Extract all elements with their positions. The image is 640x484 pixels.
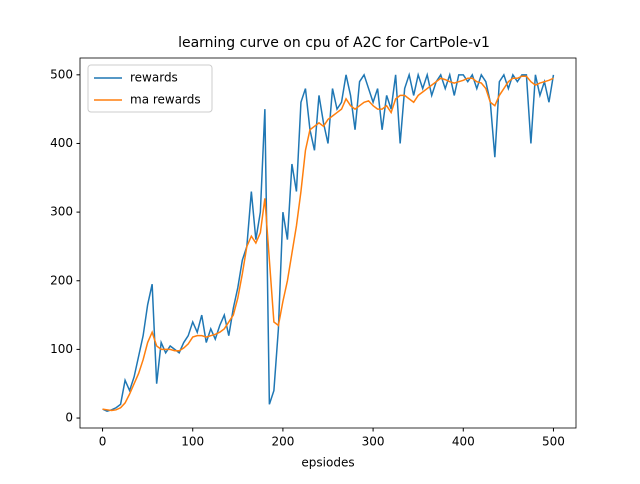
line-series (102, 71, 555, 412)
y-tick-label: 300 (50, 205, 73, 219)
y-tick-label: 0 (65, 411, 73, 425)
x-tick-label: 100 (181, 435, 204, 449)
y-tick-label: 400 (50, 136, 73, 150)
x-tick-label: 0 (99, 435, 107, 449)
x-tick-label: 300 (362, 435, 385, 449)
y-tick-label: 200 (50, 273, 73, 287)
x-tick-label: 200 (271, 435, 294, 449)
x-tick-label: 500 (542, 435, 565, 449)
x-axis-label: epsiodes (301, 456, 354, 470)
chart-title: learning curve on cpu of A2C for CartPol… (178, 35, 490, 51)
legend-label: ma rewards (130, 93, 201, 107)
line-series (102, 75, 554, 412)
plot-frame (79, 57, 577, 429)
x-tick-label: 400 (452, 435, 475, 449)
y-tick-label: 100 (50, 342, 73, 356)
y-tick-label: 500 (50, 67, 73, 81)
legend-label: rewards (130, 71, 178, 85)
